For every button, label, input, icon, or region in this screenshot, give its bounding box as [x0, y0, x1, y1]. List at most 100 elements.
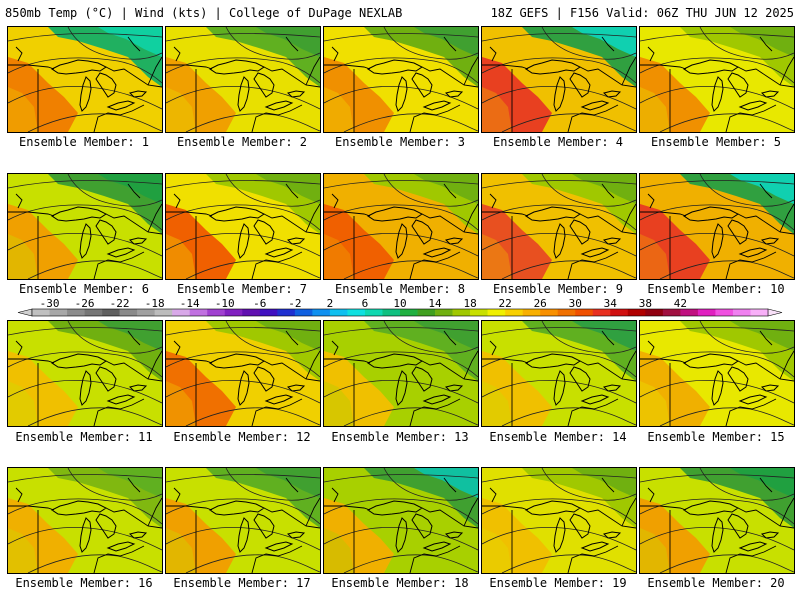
temperature-field [324, 27, 478, 132]
colorbar-segment [224, 309, 243, 316]
ensemble-member-map [165, 320, 321, 427]
ensemble-member-label: Ensemble Member: 1 [18, 135, 150, 149]
colorbar-segment [382, 309, 401, 316]
ensemble-member-label: Ensemble Member: 14 [489, 430, 627, 444]
colorbar-segment [172, 309, 191, 316]
colorbar-segment [67, 309, 85, 316]
colorbar-segment [277, 309, 296, 316]
colorbar-tick-label: 10 [393, 298, 406, 310]
colorbar-segment [207, 309, 226, 316]
colorbar-segment [715, 309, 734, 316]
colorbar-segment [610, 309, 629, 316]
colorbar-tick-label: -14 [180, 298, 200, 310]
colorbar-segment [732, 309, 751, 316]
temperature-field [640, 321, 794, 426]
ensemble-member-map [7, 320, 163, 427]
ensemble-member-label: Ensemble Member: 2 [176, 135, 308, 149]
ensemble-member-label: Ensemble Member: 10 [647, 282, 785, 296]
ensemble-member-map [323, 320, 479, 427]
ensemble-member-map [481, 467, 637, 574]
colorbar-tick-label: -30 [40, 298, 60, 310]
ensemble-member-map [7, 26, 163, 133]
ensemble-member-map [481, 320, 637, 427]
temperature-field [482, 468, 636, 573]
ensemble-member-map [639, 26, 795, 133]
ensemble-member-map [323, 173, 479, 280]
colorbar-tick-label: -6 [253, 298, 266, 310]
colorbar-tick-label: 42 [674, 298, 687, 310]
colorbar-segment [452, 309, 471, 316]
colorbar-segment [540, 309, 559, 316]
temperature-field [166, 174, 320, 279]
ensemble-member-label: Ensemble Member: 13 [331, 430, 469, 444]
temperature-field [324, 321, 478, 426]
ensemble-member-label: Ensemble Member: 6 [18, 282, 150, 296]
colorbar-segment [557, 309, 576, 316]
ensemble-member-label: Ensemble Member: 8 [334, 282, 466, 296]
ensemble-member-map [7, 173, 163, 280]
temperature-colorbar: -30 -26 -22 -18 -14 -10 -6 -2 2 6 10 14 18 22 26 30 34 38… [10, 298, 790, 320]
ensemble-member-map [481, 26, 637, 133]
ensemble-member-map [165, 467, 321, 574]
temperature-field [166, 27, 320, 132]
ensemble-member-label: Ensemble Member: 12 [173, 430, 311, 444]
temperature-field [640, 27, 794, 132]
ensemble-member-map [639, 320, 795, 427]
ensemble-member-label: Ensemble Member: 19 [489, 576, 627, 590]
colorbar-tick-label: 30 [569, 298, 582, 310]
map-title: 850mb Temp (°C) | Wind (kts) | College o… [5, 6, 403, 20]
colorbar-segment [505, 309, 523, 316]
ensemble-member-label: Ensemble Member: 16 [15, 576, 153, 590]
temperature-field [640, 468, 794, 573]
ensemble-member-map [639, 467, 795, 574]
temperature-field [166, 468, 320, 573]
ensemble-member-map [7, 467, 163, 574]
ensemble-member-label: Ensemble Member: 17 [173, 576, 311, 590]
colorbar-tick-label: -18 [145, 298, 165, 310]
colorbar-tick-label: -2 [288, 298, 301, 310]
ensemble-member-map [323, 26, 479, 133]
colorbar-segment [347, 309, 366, 316]
colorbar-min-arrow [17, 308, 33, 317]
ensemble-member-label: Ensemble Member: 7 [176, 282, 308, 296]
colorbar-segment [662, 309, 681, 316]
ensemble-member-map [165, 173, 321, 280]
ensemble-member-map [481, 173, 637, 280]
colorbar-tick-label: 6 [362, 298, 369, 310]
model-valid-time: 18Z GEFS | F156 Valid: 06Z THU JUN 12 20… [490, 6, 794, 20]
colorbar-segment [435, 309, 453, 316]
temperature-field [482, 321, 636, 426]
colorbar-segment [49, 309, 68, 316]
ensemble-member-label: Ensemble Member: 4 [492, 135, 624, 149]
temperature-field [482, 27, 636, 132]
temperature-field [324, 174, 478, 279]
temperature-field [8, 468, 162, 573]
colorbar-segment [417, 309, 436, 316]
colorbar-segment [487, 309, 506, 316]
ensemble-member-label: Ensemble Member: 9 [492, 282, 624, 296]
colorbar-tick-label: 22 [499, 298, 512, 310]
colorbar-segment [119, 309, 138, 316]
colorbar-segment [627, 309, 646, 316]
ensemble-member-label: Ensemble Member: 18 [331, 576, 469, 590]
colorbar-segment [137, 309, 155, 316]
temperature-field [166, 321, 320, 426]
ensemble-member-map [639, 173, 795, 280]
ensemble-member-label: Ensemble Member: 20 [647, 576, 785, 590]
colorbar-tick-label: 38 [639, 298, 652, 310]
colorbar-segment [32, 309, 50, 316]
colorbar-segment [364, 309, 383, 316]
ensemble-member-label: Ensemble Member: 5 [650, 135, 782, 149]
ensemble-member-label: Ensemble Member: 3 [334, 135, 466, 149]
ensemble-member-map [323, 467, 479, 574]
colorbar-segment [750, 309, 769, 316]
colorbar-tick-label: 26 [534, 298, 547, 310]
ensemble-member-map [165, 26, 321, 133]
colorbar-segment [294, 309, 313, 316]
colorbar-segment [189, 309, 208, 316]
colorbar-tick-label: 34 [604, 298, 618, 310]
ensemble-member-label: Ensemble Member: 11 [15, 430, 153, 444]
colorbar-segment [645, 309, 664, 316]
temperature-field [482, 174, 636, 279]
temperature-field [8, 174, 162, 279]
